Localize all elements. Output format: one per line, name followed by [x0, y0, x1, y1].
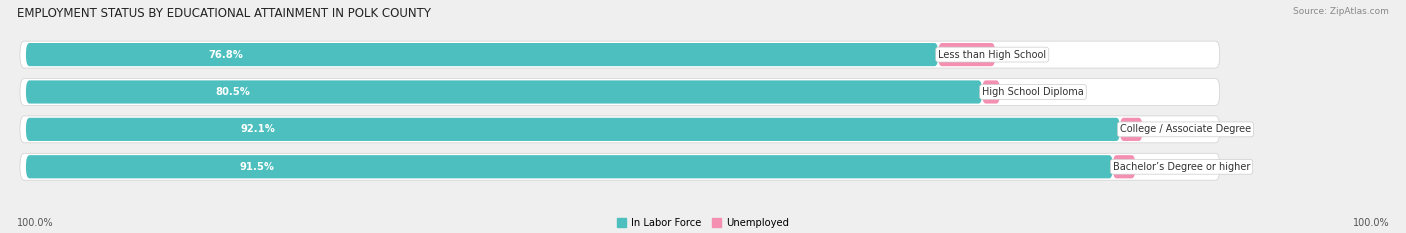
FancyBboxPatch shape [20, 153, 1220, 180]
Text: 92.1%: 92.1% [240, 124, 276, 134]
Text: 76.8%: 76.8% [208, 50, 243, 60]
FancyBboxPatch shape [20, 79, 1220, 106]
Text: 100.0%: 100.0% [17, 218, 53, 228]
Text: High School Diploma: High School Diploma [983, 87, 1084, 97]
FancyBboxPatch shape [983, 80, 1000, 104]
Text: 80.5%: 80.5% [217, 87, 250, 97]
FancyBboxPatch shape [1112, 155, 1136, 178]
FancyBboxPatch shape [25, 155, 1112, 178]
FancyBboxPatch shape [25, 43, 938, 66]
FancyBboxPatch shape [25, 80, 983, 104]
Text: 1.5%: 1.5% [1010, 87, 1035, 97]
Text: 4.8%: 4.8% [1005, 50, 1029, 60]
FancyBboxPatch shape [1121, 118, 1143, 141]
Text: College / Associate Degree: College / Associate Degree [1121, 124, 1251, 134]
Text: Less than High School: Less than High School [938, 50, 1046, 60]
FancyBboxPatch shape [20, 116, 1220, 143]
Text: Source: ZipAtlas.com: Source: ZipAtlas.com [1294, 7, 1389, 16]
FancyBboxPatch shape [25, 118, 1121, 141]
FancyBboxPatch shape [20, 41, 1220, 68]
Text: 91.5%: 91.5% [239, 162, 274, 172]
FancyBboxPatch shape [938, 43, 995, 66]
Text: 1.9%: 1.9% [1144, 162, 1170, 172]
Text: Bachelor’s Degree or higher: Bachelor’s Degree or higher [1112, 162, 1250, 172]
Text: 100.0%: 100.0% [1353, 218, 1389, 228]
Text: 1.9%: 1.9% [1152, 124, 1177, 134]
Text: EMPLOYMENT STATUS BY EDUCATIONAL ATTAINMENT IN POLK COUNTY: EMPLOYMENT STATUS BY EDUCATIONAL ATTAINM… [17, 7, 430, 20]
Legend: In Labor Force, Unemployed: In Labor Force, Unemployed [617, 218, 789, 228]
